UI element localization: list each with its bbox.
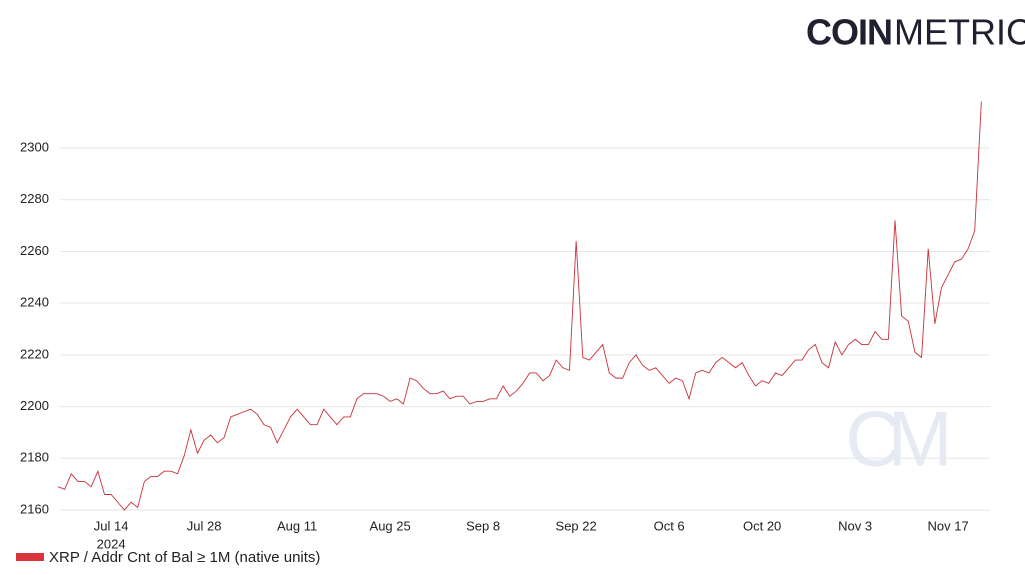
brand-light: METRICS — [894, 12, 1025, 53]
x-tick-label: Jul 14 — [94, 518, 129, 533]
x-tick-label: Oct 20 — [743, 518, 781, 533]
x-tick-label: Sep 8 — [466, 518, 500, 533]
data-line — [57, 101, 982, 511]
legend-swatch — [16, 553, 44, 561]
x-tick-label: Oct 6 — [654, 518, 685, 533]
brand-bold: COIN — [806, 12, 892, 53]
x-year-label: 2024 — [97, 536, 126, 551]
y-tick-label: 2180 — [20, 450, 49, 465]
x-tick-label: Sep 22 — [556, 518, 597, 533]
y-tick-label: 2200 — [20, 398, 49, 413]
x-tick-label: Nov 17 — [928, 518, 969, 533]
y-tick-label: 2300 — [20, 139, 49, 154]
x-tick-label: Jul 28 — [187, 518, 222, 533]
y-tick-label: 2160 — [20, 501, 49, 516]
x-tick-label: Aug 25 — [370, 518, 411, 533]
y-tick-label: 2220 — [20, 346, 49, 361]
y-tick-label: 2240 — [20, 295, 49, 310]
y-tick-label: 2260 — [20, 243, 49, 258]
y-tick-label: 2280 — [20, 191, 49, 206]
watermark: CM — [845, 395, 946, 483]
x-tick-label: Aug 11 — [277, 518, 317, 533]
legend-label: XRP / Addr Cnt of Bal ≥ 1M (native units… — [49, 549, 320, 566]
x-tick-label: Nov 3 — [838, 518, 872, 533]
